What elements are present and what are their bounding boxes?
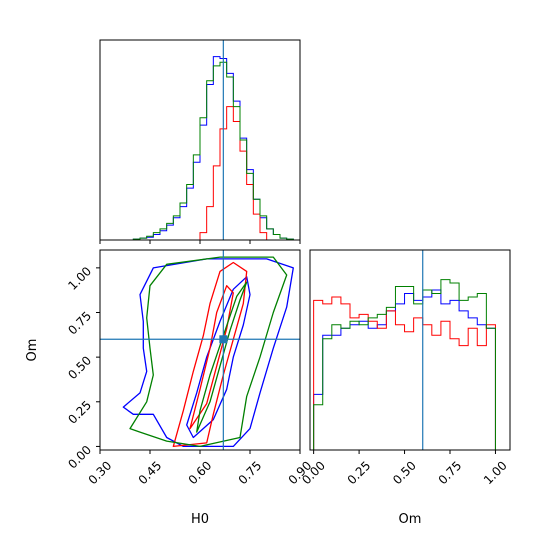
- y-axis-label-Om: Om: [25, 339, 40, 362]
- contour-x-tick-label: 0.75: [236, 458, 265, 487]
- contour-series-0-level-0: [122, 258, 294, 448]
- x-axis-label-Om: Om: [399, 512, 422, 527]
- histogram-Om-x-tick-label: 0.50: [390, 458, 419, 487]
- contour-x-tick-label: 0.30: [86, 458, 115, 487]
- contour-y-tick-label: 1.00: [65, 264, 94, 293]
- contour-x-tick-label: 0.45: [136, 458, 165, 487]
- histogram-Om-x-tick-label: 0.25: [345, 458, 374, 487]
- histogram-panel-H0: [99, 39, 301, 244]
- contour-y-tick-label: 0.75: [65, 309, 94, 338]
- contour-series-1-level-1: [189, 285, 234, 430]
- truth-marker: [219, 335, 228, 344]
- contour-y-tick-label: 0.25: [65, 398, 94, 427]
- histogram-H0-series-1: [133, 106, 294, 241]
- histogram-Om-series-1: [313, 296, 496, 450]
- contour-series-1-level-0: [172, 261, 248, 448]
- contour-series-2-level-1: [196, 281, 248, 433]
- histogram-Om-series-2: [313, 279, 496, 450]
- histogram-panel-Om: 0.00 0.25 0.50 0.75 1.00: [299, 249, 511, 487]
- contour-x-tick-label: 0.60: [186, 458, 215, 487]
- contour-frame: [99, 249, 301, 451]
- histogram-Om-frame: [309, 249, 511, 451]
- histogram-Om-x-tick-label: 0.75: [436, 458, 465, 487]
- contour-y-tick-label: 0.50: [65, 353, 94, 382]
- contour-y-tick-label: 0.00: [65, 443, 94, 472]
- x-axis-label-H0: H0: [191, 512, 209, 527]
- contour-panel-H0-Om: 0.30 0.45 0.60 0.75 0.900.000.250.500.751.00: [65, 249, 314, 487]
- histogram-H0-series-2: [132, 61, 294, 240]
- histogram-H0-series-0: [132, 56, 294, 240]
- histogram-Om-x-tick-label: 1.00: [481, 458, 510, 487]
- contour-series-2-level-0: [129, 256, 288, 448]
- histogram-Om-series-0: [313, 289, 496, 450]
- contour-series-0-level-1: [186, 276, 251, 439]
